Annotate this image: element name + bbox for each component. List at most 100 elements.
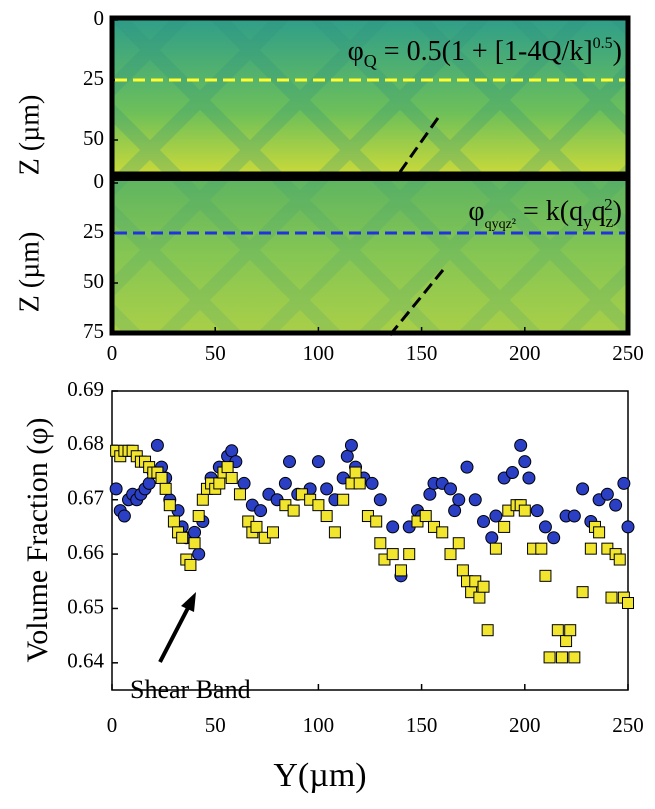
point — [374, 537, 387, 550]
point — [609, 498, 623, 512]
point — [386, 520, 400, 534]
point — [184, 558, 197, 571]
point — [539, 569, 552, 582]
formula-part: ) — [613, 36, 622, 67]
formula-part: y — [583, 212, 592, 231]
point — [489, 542, 502, 555]
point — [498, 520, 511, 533]
point — [576, 586, 589, 599]
point — [386, 548, 399, 561]
annotation: Shear Band — [130, 675, 251, 704]
point — [283, 455, 297, 469]
point — [518, 455, 532, 469]
point — [337, 493, 350, 506]
point — [584, 542, 597, 555]
point — [188, 525, 202, 539]
formula-part: φ — [468, 196, 484, 227]
point — [605, 591, 618, 604]
formula-part: qyqz² — [485, 217, 516, 232]
point — [481, 624, 494, 637]
point — [142, 476, 156, 490]
point — [547, 531, 561, 545]
point — [419, 510, 432, 523]
point — [530, 504, 544, 518]
point — [117, 509, 131, 523]
point — [518, 504, 531, 517]
point — [159, 482, 172, 495]
point — [196, 493, 209, 506]
y-tick-label: 0.67 — [67, 486, 104, 510]
y-tick-label: 0.68 — [67, 431, 104, 455]
point — [312, 499, 325, 512]
point — [320, 510, 333, 523]
point — [373, 493, 387, 507]
y-tick-label: 0.65 — [67, 594, 104, 618]
x-tick-label: 150 — [406, 341, 438, 365]
point — [155, 471, 168, 484]
point — [436, 526, 449, 539]
point — [353, 477, 366, 490]
point — [600, 487, 614, 501]
point — [365, 476, 379, 490]
y-tick-label: 75 — [83, 319, 104, 343]
point — [250, 520, 263, 533]
point — [109, 482, 123, 496]
heatmap-texture — [112, 180, 628, 333]
point — [176, 531, 189, 544]
point — [163, 499, 176, 512]
formula-part: = 0.5(1 + [1-4Q/k] — [377, 36, 593, 67]
y-axis-label: Z (µm) — [14, 232, 45, 313]
point — [489, 509, 503, 523]
point — [225, 444, 239, 458]
y-tick-label: 0 — [94, 169, 105, 193]
point — [560, 635, 573, 648]
heatmap-texture — [112, 18, 628, 174]
point — [448, 504, 462, 518]
panel-divider — [110, 172, 630, 181]
x-tick-label: 100 — [303, 341, 335, 365]
point — [622, 597, 634, 610]
point — [150, 438, 164, 452]
formula: φqyqz² = k(qyqz2) — [468, 195, 622, 232]
point — [344, 438, 358, 452]
point — [278, 476, 292, 490]
point — [192, 510, 205, 523]
point — [287, 504, 300, 517]
point — [370, 515, 383, 528]
x-tick-label: 0 — [107, 341, 118, 365]
point — [514, 438, 528, 452]
point — [452, 537, 465, 550]
y-tick-label: 0.64 — [67, 649, 104, 673]
x-tick-label: 250 — [612, 713, 644, 737]
formula-part: = k(q — [516, 196, 583, 227]
point — [555, 651, 568, 664]
formula-part: z — [606, 212, 614, 231]
x-tick-label: 100 — [303, 713, 335, 737]
point — [567, 509, 581, 523]
formula-part: ) — [613, 196, 622, 227]
shear-band-line — [398, 114, 442, 173]
y-axis-label: Z (µm) — [14, 95, 45, 176]
point — [576, 482, 590, 496]
point — [538, 520, 552, 534]
y-tick-label: 50 — [83, 126, 104, 150]
formula-part: 0.5 — [593, 35, 613, 52]
point — [328, 526, 341, 539]
x-axis-label: Y(µm) — [273, 757, 366, 794]
y-tick-label: 25 — [83, 219, 104, 243]
formula-part: 2 — [604, 195, 613, 214]
arrow-head — [181, 592, 196, 612]
point — [320, 482, 334, 496]
formula-part: Q — [364, 51, 377, 71]
point — [505, 466, 519, 480]
point — [340, 449, 354, 463]
y-tick-label: 50 — [83, 269, 104, 293]
point — [473, 591, 486, 604]
point — [593, 526, 606, 539]
shear-band-line — [388, 269, 445, 336]
point — [551, 624, 564, 637]
point — [221, 461, 234, 474]
point — [349, 466, 362, 479]
point — [522, 471, 536, 485]
point — [564, 624, 577, 637]
